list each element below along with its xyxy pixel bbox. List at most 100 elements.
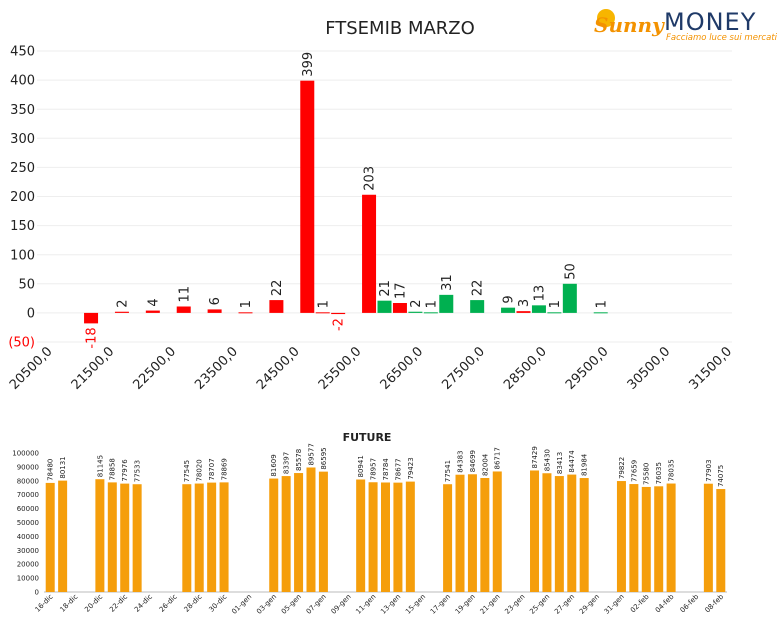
logo-name: MONEY [664,8,756,36]
value-label: 50 [563,263,578,280]
bar [530,470,540,592]
value-label: 82004 [481,453,489,476]
bar [531,305,546,313]
bar [182,484,192,592]
value-label: 83413 [556,452,564,474]
value-label: 22 [471,280,486,297]
bar [393,482,403,592]
bar [554,476,564,592]
value-label: 83397 [283,452,291,474]
bar [269,300,284,313]
y-tick-label: 450 [10,45,35,60]
bar [547,312,562,314]
bar [567,474,577,592]
logo-brand: Sunny [594,13,665,37]
bar [381,482,390,592]
bar [315,312,330,314]
y-tick-label: 30000 [17,547,39,555]
value-label: 9 [502,295,517,303]
bar [120,483,130,592]
value-label: 21 [378,280,393,297]
value-label: 84699 [469,450,477,472]
value-label: 89577 [307,443,315,465]
bar [84,312,99,324]
bar [368,482,378,592]
bar [593,312,608,314]
value-label: 78957 [370,458,378,480]
value-label: 77659 [630,460,638,482]
value-label: 6 [208,297,223,305]
value-label: 85430 [543,449,551,471]
value-label: 80131 [59,456,67,478]
value-label: 78677 [394,458,402,480]
y-tick-label: 70000 [17,491,39,499]
value-label: 2 [115,299,130,307]
value-label: 77545 [183,460,191,482]
bar [377,300,392,313]
value-label: 399 [301,52,316,77]
value-label: 2 [409,299,424,307]
value-label: 78035 [668,459,676,481]
y-tick-label: 10000 [17,575,39,583]
bar [654,486,664,592]
bar [331,312,346,315]
bar [423,312,438,314]
y-tick-label: 50 [18,277,35,292]
bar [666,483,676,592]
bar [455,474,465,592]
y-tick-label: 300 [10,132,35,147]
y-tick-label: 0 [27,306,35,321]
bar [362,194,377,313]
y-tick-label: 100 [10,248,35,263]
bar [501,307,516,313]
value-label: 1 [594,300,609,308]
value-label: 81984 [581,453,589,476]
y-tick-label: (50) [8,336,35,351]
bar [219,482,229,592]
value-label: 87429 [531,446,539,468]
value-label: 17 [393,282,408,299]
bar [703,483,713,592]
y-tick-label: 80000 [17,477,39,485]
bar [443,484,453,592]
bar [470,300,485,313]
value-label: 86595 [320,447,328,469]
value-label: 1 [548,300,563,308]
y-tick-label: 400 [10,74,35,89]
bar [318,471,328,592]
bar [58,480,68,592]
bar [439,294,454,313]
y-tick-label: 350 [10,103,35,118]
value-label: 203 [363,166,378,191]
bar [107,482,117,592]
bar [145,310,160,313]
value-label: 31 [440,274,455,291]
value-label: 1 [316,300,331,308]
value-label: 86717 [494,447,502,469]
bar [542,473,552,592]
value-label: 22 [270,280,285,297]
value-label: 77976 [121,459,129,482]
value-label: -2 [332,318,347,331]
y-tick-label: 40000 [17,533,39,541]
bar [562,283,577,313]
bar [716,489,726,592]
bar [300,80,315,313]
value-label: 79822 [618,457,626,479]
value-label: 84383 [456,450,464,472]
y-tick-label: 90000 [17,463,39,471]
bar [492,471,502,592]
value-label: 75580 [643,463,651,485]
value-label: 11 [177,286,192,303]
y-tick-label: 0 [35,588,39,596]
value-label: 79423 [407,457,415,479]
logo-tagline: Facciamo luce sui mercati [666,33,777,43]
value-label: 78020 [196,459,204,481]
bar [281,476,291,592]
bar [408,311,423,313]
bar [294,473,304,592]
bar [516,311,531,313]
value-label: 77541 [444,460,452,482]
value-label: 1 [424,300,439,308]
